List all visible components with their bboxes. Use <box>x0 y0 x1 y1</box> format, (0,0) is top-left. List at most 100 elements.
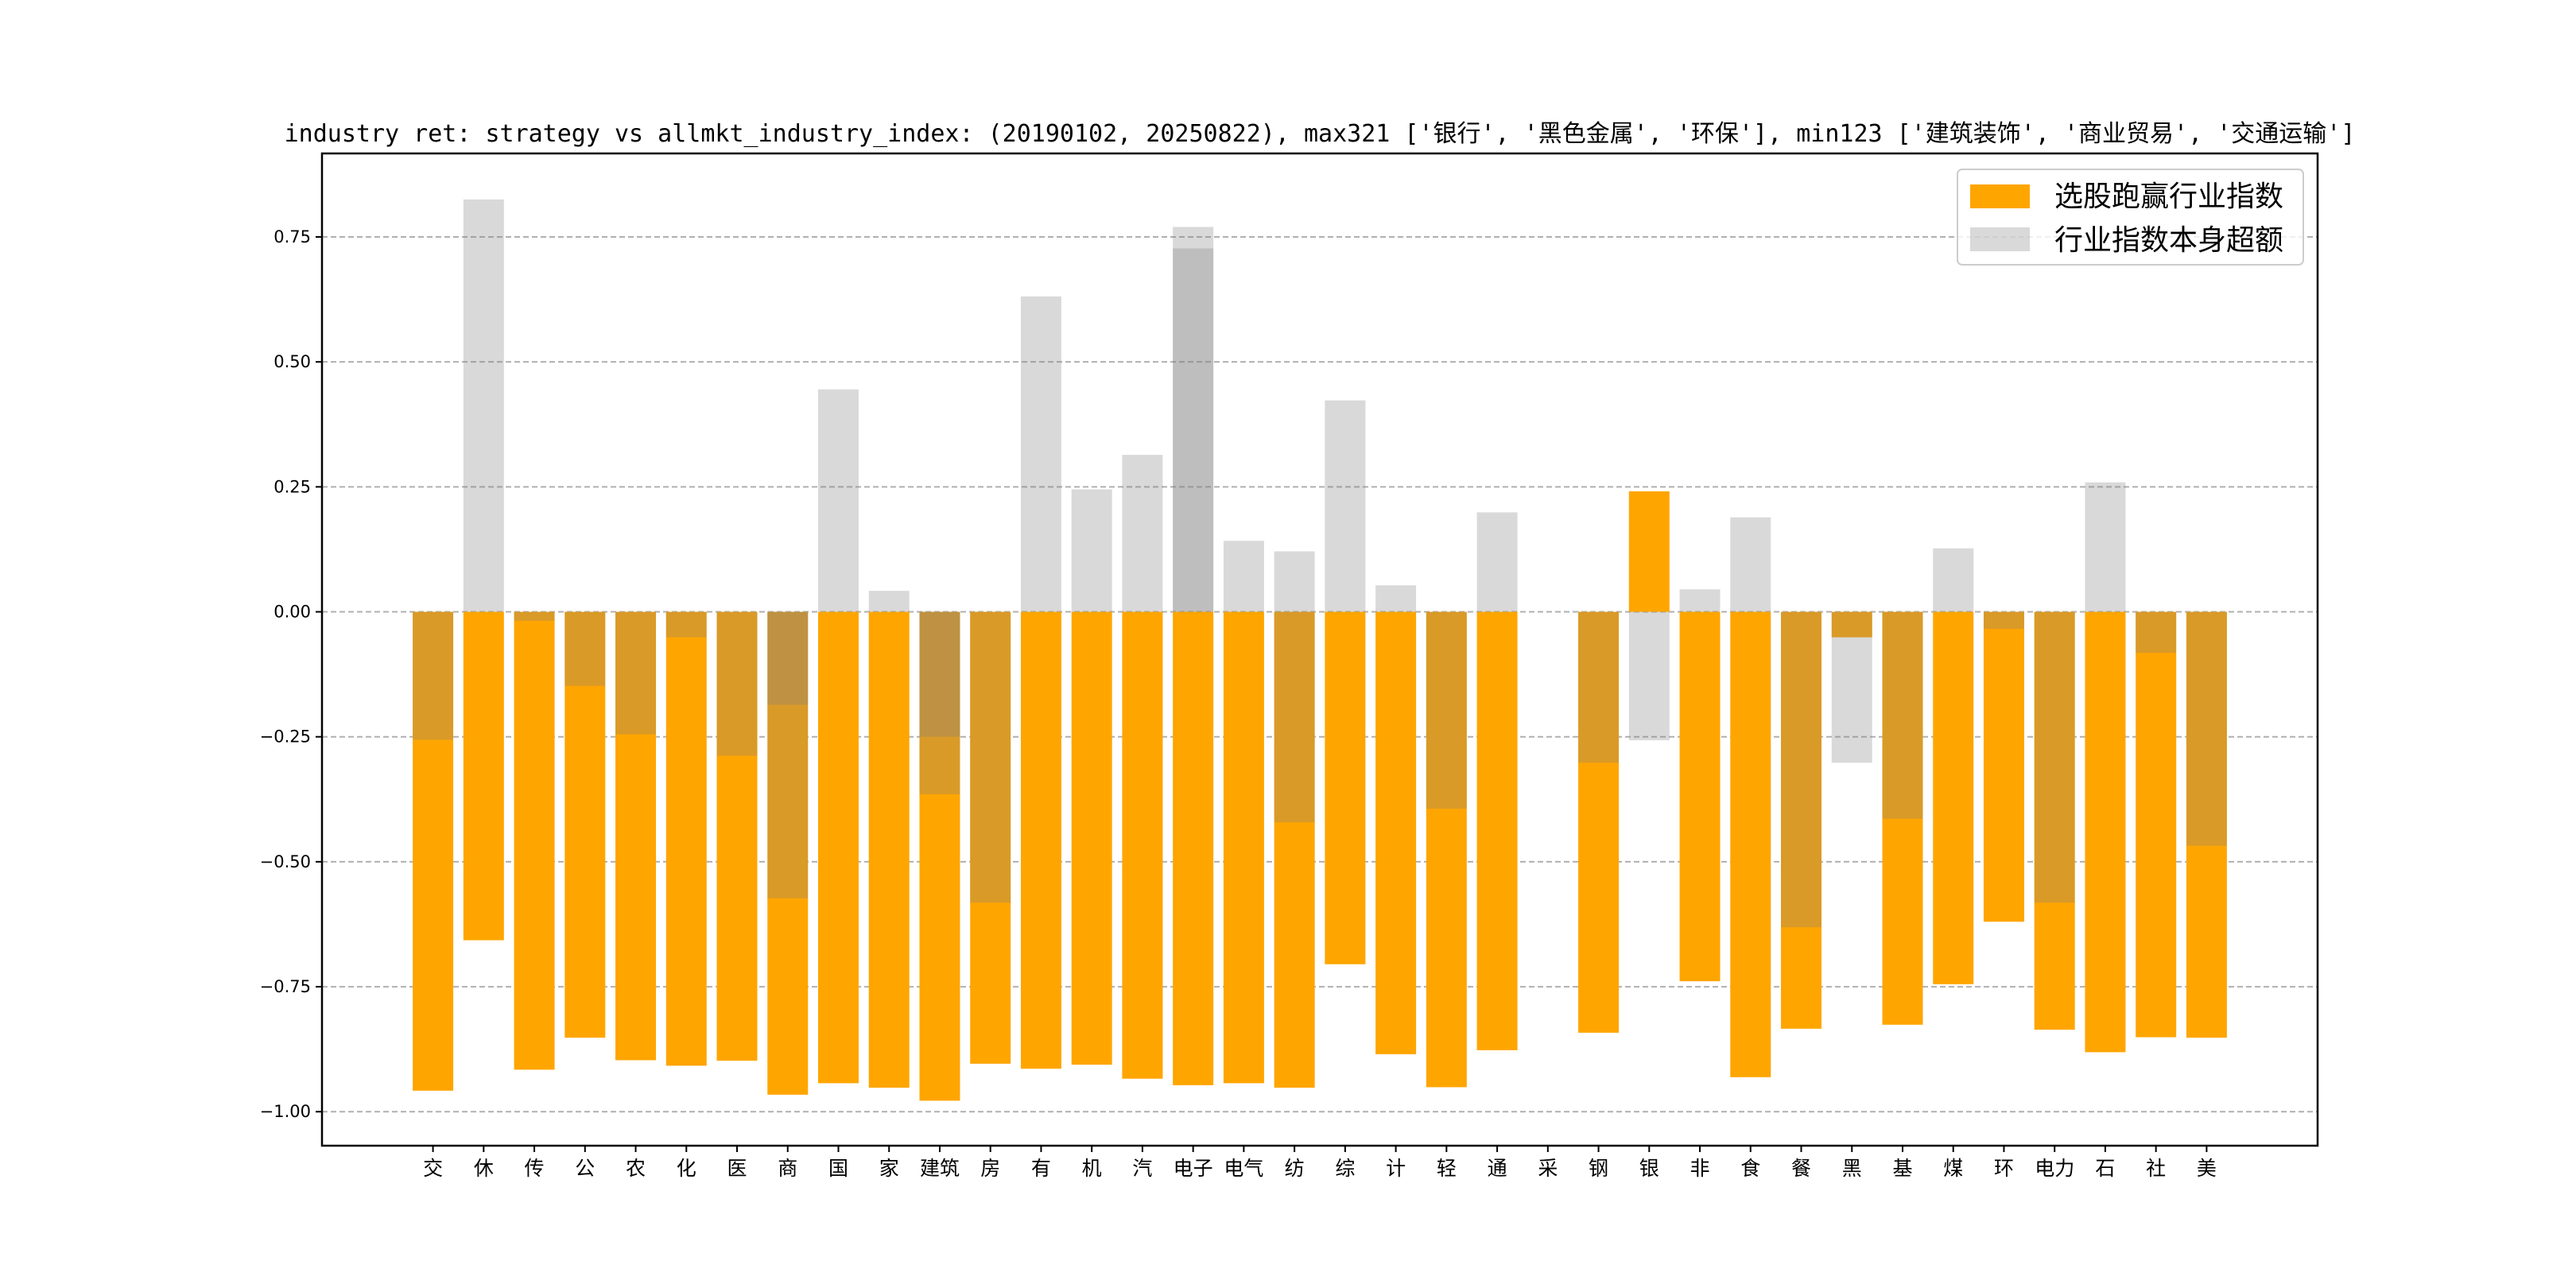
strategy-bar <box>1831 611 1872 638</box>
industry-bar <box>1071 489 1112 612</box>
strategy-bar <box>1476 611 1518 1050</box>
strategy-bar <box>1223 611 1264 1084</box>
industry-bar <box>2085 482 2126 612</box>
strategy-bar <box>1882 611 1923 1025</box>
strategy-bar <box>1983 611 2024 922</box>
strategy-bar <box>970 611 1011 1064</box>
legend-box <box>1957 169 2304 266</box>
industry-bar <box>1578 611 1620 763</box>
strategy-bar <box>2085 611 2126 1053</box>
industry-bar <box>1223 541 1264 612</box>
x-tick-label: 钢 <box>1589 1157 1608 1180</box>
industry-bar <box>514 611 555 621</box>
x-tick-label: 采 <box>1538 1157 1558 1180</box>
industry-bars <box>413 199 2227 928</box>
industry-bar <box>970 611 1011 903</box>
strategy-bar <box>1173 611 1214 1085</box>
x-tick-label: 轻 <box>1437 1157 1457 1180</box>
strategy-bar <box>413 611 454 1091</box>
strategy-bar <box>1325 611 1366 964</box>
industry-bar <box>1173 248 1214 612</box>
x-tick-label: 建筑 <box>920 1157 960 1180</box>
x-tick-label: 计 <box>1386 1157 1406 1180</box>
industry-bar <box>1476 512 1518 612</box>
x-tick-label: 综 <box>1335 1157 1355 1180</box>
x-tick-label: 石 <box>2095 1157 2115 1180</box>
strategy-bars <box>413 491 2227 1101</box>
x-tick-label: 机 <box>1082 1157 1102 1180</box>
x-tick-label: 商 <box>778 1157 797 1180</box>
x-tick-label: 房 <box>980 1157 1000 1180</box>
industry-bar <box>1274 551 1315 612</box>
industry-bar <box>1325 400 1366 612</box>
y-tick-label: −0.25 <box>260 727 311 747</box>
legend-label-industry: 行业指数本身超额 <box>2054 224 2283 257</box>
x-tick-label: 公 <box>575 1157 595 1180</box>
legend-label-strategy: 选股跑赢行业指数 <box>2054 180 2283 213</box>
industry-bar <box>919 611 960 737</box>
x-tick-label: 有 <box>1031 1157 1051 1180</box>
strategy-bar <box>1375 611 1417 1054</box>
strategy-bar <box>463 611 504 941</box>
industry-bar <box>615 611 657 735</box>
y-tick-label: 0.25 <box>274 477 311 496</box>
strategy-bar <box>716 611 758 1061</box>
y-tick-label: −0.75 <box>260 977 311 996</box>
industry-bar <box>463 199 504 612</box>
industry-bar <box>1933 548 1974 612</box>
strategy-bar <box>1781 611 1822 1029</box>
strategy-bar <box>1071 611 1112 1065</box>
industry-bar <box>1983 611 2024 629</box>
strategy-bar <box>665 611 707 1066</box>
x-tick-label: 电气 <box>1224 1157 1263 1180</box>
strategy-bar <box>514 611 555 1070</box>
x-axis-ticks: 交 休 传 公 农 化 医 商 国 家建筑房 有 机 汽电子 电气纺 综 计 轻 通 采 钢 银 非 食 餐 黑 基 煤 环电力石 社 美 <box>423 1146 2217 1180</box>
strategy-bar <box>1933 611 1974 984</box>
x-tick-label: 社 <box>2146 1157 2166 1180</box>
industry-bar <box>1122 455 1163 612</box>
industry-bar <box>1020 296 1061 612</box>
industry-bar <box>1831 611 1872 763</box>
y-tick-label: 0.00 <box>274 603 311 622</box>
industry-bar <box>1781 611 1822 928</box>
x-tick-label: 煤 <box>1943 1157 1963 1180</box>
strategy-bar <box>817 611 859 1084</box>
x-tick-label: 黑 <box>1842 1157 1862 1180</box>
chart-title: industry ret: strategy vs allmkt_industr… <box>285 120 2356 148</box>
y-tick-label: 0.50 <box>274 352 311 371</box>
strategy-bar <box>919 611 960 1101</box>
strategy-bar <box>564 611 606 1038</box>
strategy-bar <box>615 611 657 1061</box>
strategy-bar <box>1274 611 1315 1088</box>
x-tick-label: 环 <box>1994 1157 2014 1180</box>
strategy-bar <box>2136 611 2177 1038</box>
legend-swatch-strategy <box>1970 184 2030 208</box>
x-tick-label: 基 <box>1892 1157 1912 1180</box>
legend-swatch-industry <box>1970 227 2030 251</box>
industry-bar <box>817 389 859 612</box>
x-tick-label: 休 <box>474 1157 494 1180</box>
x-tick-label: 电子 <box>1174 1157 1213 1180</box>
strategy-bar <box>1578 611 1620 1033</box>
y-tick-label: −1.00 <box>260 1102 311 1121</box>
industry-bar <box>1375 585 1417 612</box>
x-tick-label: 电力 <box>2035 1157 2074 1180</box>
x-tick-label: 交 <box>423 1157 443 1180</box>
industry-bar <box>1274 611 1315 823</box>
strategy-bar <box>1730 611 1771 1077</box>
strategy-bar <box>1679 611 1721 982</box>
strategy-bar <box>868 611 910 1088</box>
industry-bar <box>919 611 960 795</box>
x-tick-label: 医 <box>727 1157 747 1180</box>
plot-frame <box>320 152 2319 1147</box>
industry-bar <box>767 611 809 705</box>
x-tick-label: 化 <box>677 1157 696 1180</box>
industry-bar <box>2186 611 2227 846</box>
y-axis-ticks: −1.00 −0.75 −0.50 −0.25 0.00 0.25 0.50 0.75 <box>260 227 322 1121</box>
industry-bar <box>868 591 910 612</box>
industry-bar <box>564 611 606 686</box>
x-tick-label: 纺 <box>1285 1157 1305 1180</box>
strategy-bar <box>1426 611 1467 1088</box>
industry-bar <box>2136 611 2177 654</box>
